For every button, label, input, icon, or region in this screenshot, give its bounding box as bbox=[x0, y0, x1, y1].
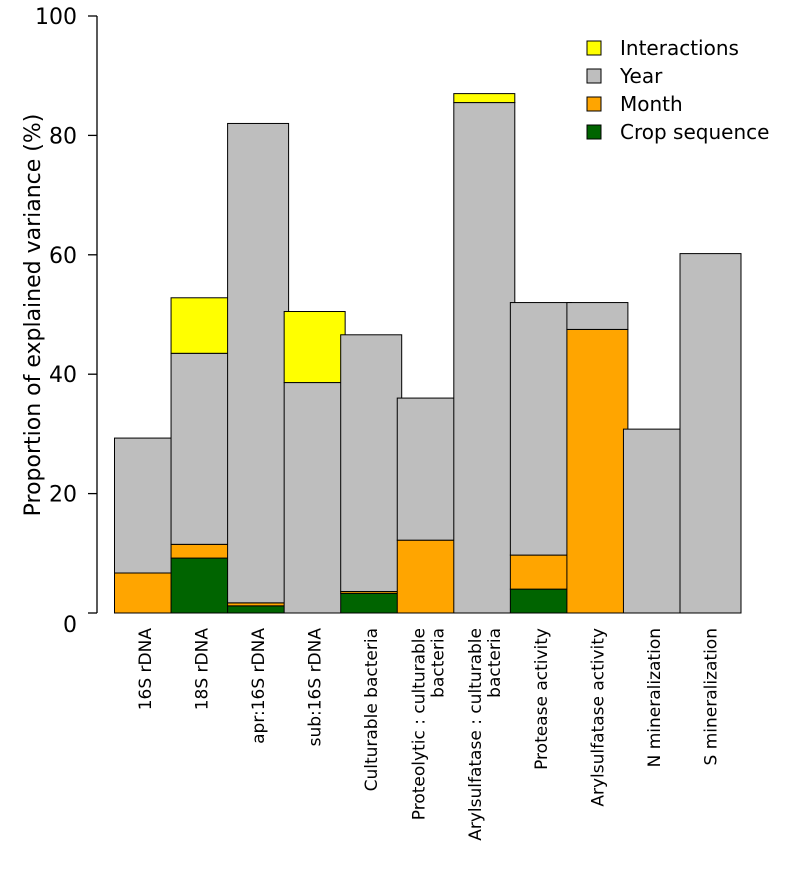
category-label: sub:16S rDNA bbox=[306, 628, 326, 747]
legend-swatch-interactions bbox=[586, 40, 602, 56]
y-axis-title: Proportion of explained variance (%) bbox=[21, 114, 46, 517]
category-label: Arylsulfatase : culturable bbox=[466, 628, 486, 841]
y-tick-label: 80 bbox=[49, 124, 77, 149]
bar-segment-crop-sequence bbox=[170, 557, 233, 614]
bar-segment-year bbox=[227, 122, 290, 604]
category-label: S mineralization bbox=[702, 628, 722, 765]
bar-segment-month bbox=[509, 554, 572, 590]
bar-segment-year bbox=[679, 253, 742, 614]
bar-segment-interactions bbox=[283, 311, 346, 384]
bar-segment-year bbox=[396, 397, 459, 541]
category-label: Protease activity bbox=[532, 628, 552, 770]
legend-swatch-crop-sequence bbox=[586, 124, 602, 140]
category-label: N mineralization bbox=[645, 628, 665, 767]
bars bbox=[114, 93, 742, 614]
bar-segment-interactions bbox=[453, 93, 516, 104]
category-label: Arylsulfatase activity bbox=[588, 628, 608, 807]
legend-swatch-month bbox=[586, 96, 602, 112]
bar-segment-month bbox=[396, 539, 459, 614]
bar-segment-year bbox=[453, 102, 516, 614]
y-axis: 0 20 40 60 80 100 bbox=[35, 5, 98, 638]
legend: Interactions Year Month Crop sequence bbox=[586, 36, 769, 144]
legend-label: Year bbox=[619, 64, 663, 88]
bar-segment-year bbox=[622, 428, 685, 614]
category-labels: 16S rDNA 18S rDNA apr:16S rDNA sub:16S rDNA… bbox=[136, 628, 722, 841]
bar-segment-year bbox=[340, 334, 403, 593]
legend-swatch-year bbox=[586, 68, 602, 84]
category-label: Proteolytic : culturable bbox=[409, 628, 429, 820]
category-label: bacteria bbox=[485, 628, 505, 698]
category-label: apr:16S rDNA bbox=[249, 628, 269, 744]
bar-segment-month bbox=[114, 572, 176, 614]
bar-segment-crop-sequence bbox=[340, 592, 403, 614]
bar-segment-year bbox=[566, 302, 629, 330]
bar-segment-year bbox=[114, 437, 176, 574]
bar-segment-year bbox=[509, 302, 572, 556]
bar-segment-month bbox=[170, 543, 233, 559]
bar-segment-crop-sequence bbox=[509, 588, 572, 614]
category-label: 18S rDNA bbox=[193, 628, 213, 711]
bar-segment-interactions bbox=[170, 297, 233, 354]
legend-label: Crop sequence bbox=[620, 120, 769, 144]
y-tick-label: 100 bbox=[35, 5, 77, 30]
y-tick-label: 20 bbox=[49, 483, 77, 508]
legend-label: Month bbox=[620, 92, 683, 116]
category-label: bacteria bbox=[428, 628, 448, 698]
legend-label: Interactions bbox=[620, 36, 739, 60]
y-tick-label: 40 bbox=[49, 363, 77, 388]
bar-segment-year bbox=[170, 352, 233, 545]
y-tick-label: 0 bbox=[63, 613, 77, 638]
category-label: 16S rDNA bbox=[136, 628, 156, 711]
bar-segment-year bbox=[283, 382, 346, 614]
bar-segment-month bbox=[566, 328, 629, 614]
bar-segment-crop-sequence bbox=[227, 605, 290, 614]
y-tick-label: 60 bbox=[49, 244, 77, 269]
category-label: Culturable bacteria bbox=[362, 628, 382, 791]
